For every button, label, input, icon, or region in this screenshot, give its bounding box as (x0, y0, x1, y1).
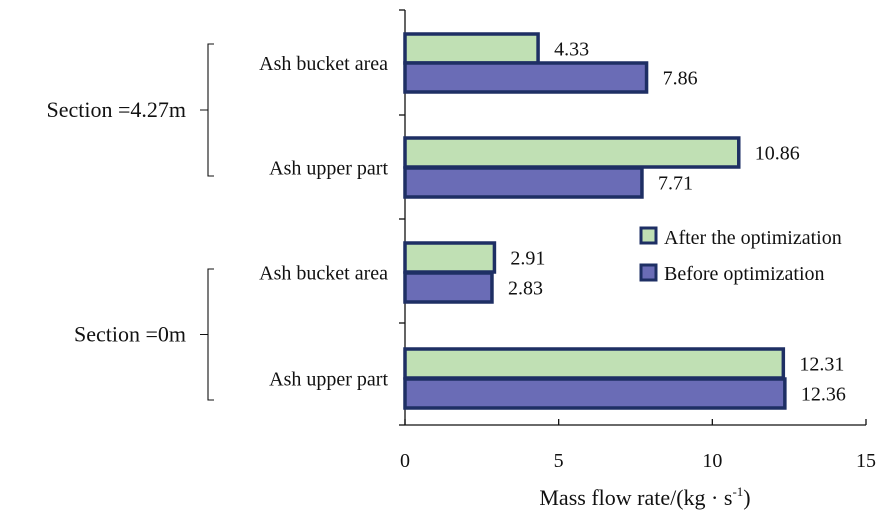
bars (403, 32, 787, 410)
bar-before-optimization-1 (403, 166, 644, 199)
legend-swatch-after-optimization (639, 226, 658, 245)
x-axis-title-main: Mass flow rate/(kg · s (539, 485, 732, 510)
x-tick-label-0: 0 (400, 450, 410, 472)
category-label-3: Ash upper part (269, 369, 388, 391)
legend-label-before-optimization: Before optimization (664, 263, 825, 285)
legend: After the optimization Before optimizati… (639, 226, 842, 285)
bar-after-the-optimization-1 (403, 136, 741, 169)
group-brackets (200, 43, 214, 401)
bar-before-optimization-3 (403, 377, 787, 410)
x-axis-title-end: ) (743, 485, 750, 510)
group-label-0: Section =4.27m (46, 97, 186, 122)
group-labels: Section =4.27m Section =0m (46, 97, 186, 347)
value-label-after-the-optimization-2: 2.91 (510, 248, 545, 270)
bar-before-optimization-2 (403, 271, 494, 304)
x-tick-label-1: 5 (554, 450, 564, 472)
value-label-before-optimization-2: 2.83 (508, 278, 543, 300)
group-label-1: Section =0m (74, 322, 186, 347)
x-axis-title: Mass flow rate/(kg · s-1) (539, 484, 750, 510)
x-tick-label-3: 15 (856, 450, 876, 472)
value-label-after-the-optimization-3: 12.31 (799, 354, 844, 376)
bar-after-the-optimization-2 (403, 241, 497, 274)
category-labels: Ash bucket area Ash upper part Ash bucket … (259, 53, 388, 391)
value-label-before-optimization-3: 12.36 (801, 384, 846, 406)
x-axis-title-superscript: -1 (732, 484, 743, 499)
group-bracket-1 (200, 268, 214, 401)
category-label-0: Ash bucket area (259, 53, 388, 75)
category-label-2: Ash bucket area (259, 263, 388, 285)
category-label-1: Ash upper part (269, 158, 388, 180)
bar-after-the-optimization-3 (403, 347, 786, 380)
group-bracket-0 (200, 43, 214, 177)
legend-label-after-optimization: After the optimization (664, 227, 842, 249)
bar-before-optimization-0 (403, 61, 649, 94)
x-axis-ticks: 0 5 10 15 (400, 419, 876, 472)
value-label-after-the-optimization-1: 10.86 (755, 143, 800, 165)
legend-swatch-before-optimization (639, 263, 658, 282)
value-label-after-the-optimization-0: 4.33 (554, 39, 589, 61)
y-axis-ticks (399, 9, 405, 426)
bar-after-the-optimization-0 (403, 32, 540, 65)
value-label-before-optimization-0: 7.86 (663, 68, 698, 90)
value-label-before-optimization-1: 7.71 (658, 173, 693, 195)
value-labels: 4.33 10.86 2.91 12.31 7.86 7.71 2.83 12.36 (508, 39, 846, 406)
x-tick-label-2: 10 (702, 450, 722, 472)
